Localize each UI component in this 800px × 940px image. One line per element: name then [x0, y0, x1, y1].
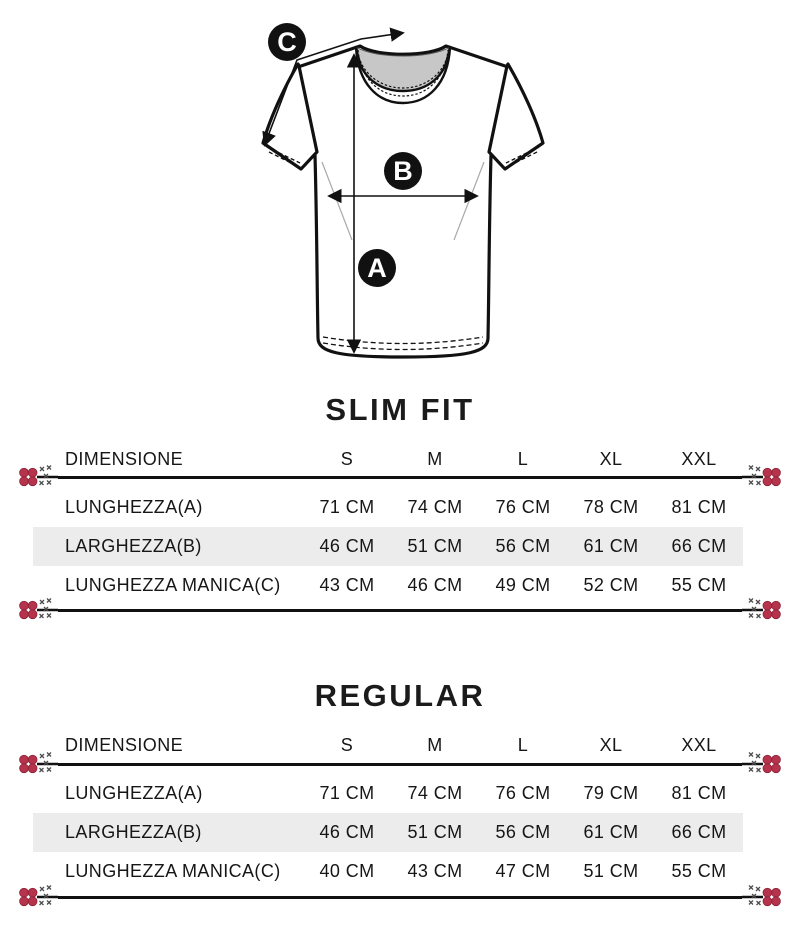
cell-value: 76 CM: [495, 783, 551, 803]
cross-stitch-flower-icon: [19, 598, 58, 620]
cross-stitch-flower-icon: [742, 598, 781, 620]
cell-value: 51 CM: [407, 822, 463, 842]
header-size-m: M: [427, 448, 443, 469]
header-size-l: L: [517, 448, 529, 469]
header-size-xxl: XXL: [681, 448, 717, 469]
cell-value: 56 CM: [495, 822, 551, 842]
cell-value: 46 CM: [319, 822, 375, 842]
cell-value: 46 CM: [319, 536, 375, 556]
decorated-divider: [18, 597, 782, 623]
cell-value: 43 CM: [319, 575, 375, 595]
table-row: LUNGHEZZA MANICA(C) 43 CM 46 CM 49 CM 52…: [33, 566, 743, 605]
cell-value: 51 CM: [583, 861, 639, 881]
header-size-xl: XL: [599, 448, 623, 469]
cell-value: 61 CM: [583, 536, 639, 556]
svg-text:A: A: [367, 253, 387, 283]
measure-badge-b: B: [384, 152, 422, 190]
decorated-divider: [18, 751, 782, 777]
cell-value: 61 CM: [583, 822, 639, 842]
cell-value: 46 CM: [407, 575, 463, 595]
row-label: LARGHEZZA(B): [65, 822, 202, 842]
cell-value: 66 CM: [671, 536, 727, 556]
table-row: LUNGHEZZA MANICA(C) 40 CM 43 CM 47 CM 51…: [33, 852, 743, 891]
header-size-xxl: XXL: [681, 734, 717, 755]
cell-value: 51 CM: [407, 536, 463, 556]
cross-stitch-flower-icon: [19, 752, 58, 774]
cell-value: 40 CM: [319, 861, 375, 881]
cell-value: 71 CM: [319, 783, 375, 803]
table-row: LARGHEZZA(B) 46 CM 51 CM 56 CM 61 CM 66 …: [33, 813, 743, 852]
divider-line: [58, 762, 742, 766]
cell-value: 52 CM: [583, 575, 639, 595]
row-label: LUNGHEZZA MANICA(C): [65, 861, 281, 881]
cell-value: 55 CM: [671, 575, 727, 595]
cell-value: 76 CM: [495, 497, 551, 517]
cell-value: 79 CM: [583, 783, 639, 803]
tshirt-measurement-diagram: A B C: [261, 23, 545, 359]
svg-text:C: C: [277, 27, 297, 57]
measure-badge-a: A: [358, 249, 396, 287]
header-size-s: S: [340, 734, 354, 755]
row-label: LUNGHEZZA(A): [65, 497, 203, 517]
header-dimensione: DIMENSIONE: [65, 734, 184, 755]
cell-value: 78 CM: [583, 497, 639, 517]
slim-table-header: DIMENSIONE S M L XL XXL: [33, 442, 743, 476]
divider-line: [58, 475, 742, 479]
header-size-xl: XL: [599, 734, 623, 755]
measure-line-c: [262, 27, 405, 147]
cell-value: 81 CM: [671, 497, 727, 517]
cell-value: 56 CM: [495, 536, 551, 556]
cell-value: 74 CM: [407, 497, 463, 517]
row-label: LARGHEZZA(B): [65, 536, 202, 556]
decorated-divider: [18, 884, 782, 910]
tshirt-right-sleeve: [487, 62, 545, 171]
header-size-l: L: [517, 734, 529, 755]
divider-line: [58, 608, 742, 612]
cell-value: 43 CM: [407, 861, 463, 881]
regular-table-header: DIMENSIONE S M L XL XXL: [33, 728, 743, 762]
measure-badge-c: C: [268, 23, 306, 61]
divider-line: [58, 895, 742, 899]
table-row: LUNGHEZZA(A) 71 CM 74 CM 76 CM 78 CM 81 …: [33, 488, 743, 527]
slim-table-rows: LUNGHEZZA(A) 71 CM 74 CM 76 CM 78 CM 81 …: [33, 488, 743, 605]
table-row: LUNGHEZZA(A) 71 CM 74 CM 76 CM 79 CM 81 …: [33, 774, 743, 813]
cell-value: 47 CM: [495, 861, 551, 881]
cell-value: 81 CM: [671, 783, 727, 803]
decorated-divider: [18, 464, 782, 490]
cell-value: 55 CM: [671, 861, 727, 881]
row-label: LUNGHEZZA MANICA(C): [65, 575, 281, 595]
cell-value: 74 CM: [407, 783, 463, 803]
header-size-m: M: [427, 734, 443, 755]
slim-fit-title: SLIM FIT: [325, 392, 475, 427]
row-label: LUNGHEZZA(A): [65, 783, 203, 803]
cross-stitch-flower-icon: [742, 465, 781, 487]
cross-stitch-flower-icon: [742, 885, 781, 907]
regular-table-rows: LUNGHEZZA(A) 71 CM 74 CM 76 CM 79 CM 81 …: [33, 774, 743, 891]
cross-stitch-flower-icon: [19, 465, 58, 487]
cross-stitch-flower-icon: [742, 752, 781, 774]
cross-stitch-flower-icon: [19, 885, 58, 907]
svg-text:B: B: [393, 156, 413, 186]
table-row: LARGHEZZA(B) 46 CM 51 CM 56 CM 61 CM 66 …: [33, 527, 743, 566]
regular-title: REGULAR: [314, 678, 486, 713]
cell-value: 66 CM: [671, 822, 727, 842]
header-size-s: S: [340, 448, 354, 469]
header-dimensione: DIMENSIONE: [65, 448, 184, 469]
cell-value: 49 CM: [495, 575, 551, 595]
cell-value: 71 CM: [319, 497, 375, 517]
